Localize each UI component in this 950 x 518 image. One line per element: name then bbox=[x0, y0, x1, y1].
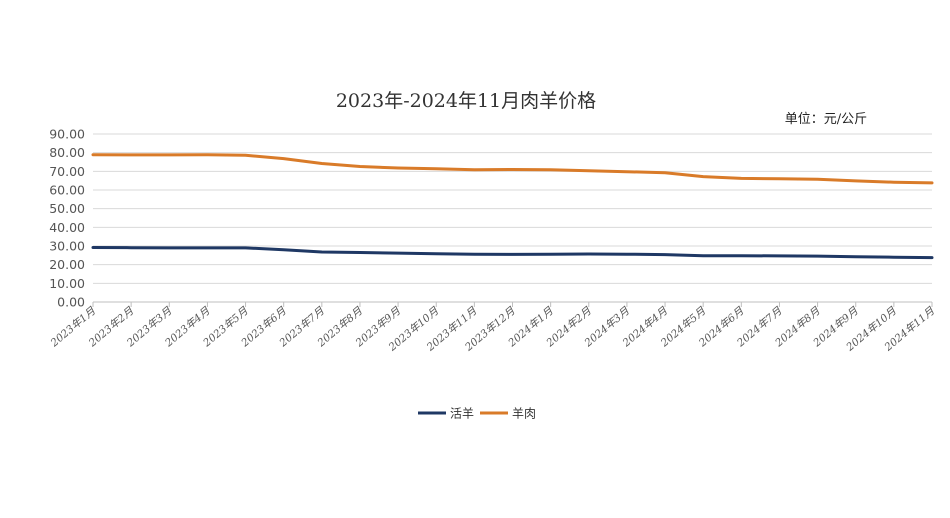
y-tick-label: 90.00 bbox=[49, 127, 85, 142]
chart-title: 2023年-2024年11月肉羊价格 bbox=[336, 90, 596, 112]
y-tick-label: 30.00 bbox=[49, 239, 85, 254]
legend-label: 羊肉 bbox=[512, 406, 536, 421]
y-tick-label: 70.00 bbox=[49, 164, 85, 179]
unit-label: 单位：元/公斤 bbox=[785, 112, 867, 127]
y-tick-label: 40.00 bbox=[49, 220, 85, 235]
series-lines bbox=[91, 153, 934, 260]
gridlines bbox=[93, 133, 932, 303]
y-tick-label: 10.00 bbox=[49, 276, 85, 291]
series-line-活羊 bbox=[91, 246, 934, 260]
y-tick-label: 60.00 bbox=[49, 183, 85, 198]
y-tick-label: 80.00 bbox=[49, 145, 85, 160]
y-tick-label: 0.00 bbox=[57, 295, 85, 310]
x-axis: 2023年1月2023年2月2023年3月2023年4月2023年5月2023年… bbox=[48, 301, 937, 354]
y-tick-label: 20.00 bbox=[49, 257, 85, 272]
series-line-羊肉 bbox=[91, 153, 934, 185]
y-axis: 0.00 10.00 20.00 30.00 40.00 50.00 60.00 70.00 8… bbox=[49, 127, 85, 310]
y-tick-label: 50.00 bbox=[49, 201, 85, 216]
legend: 活羊 羊肉 bbox=[418, 406, 536, 421]
legend-label: 活羊 bbox=[450, 406, 474, 421]
